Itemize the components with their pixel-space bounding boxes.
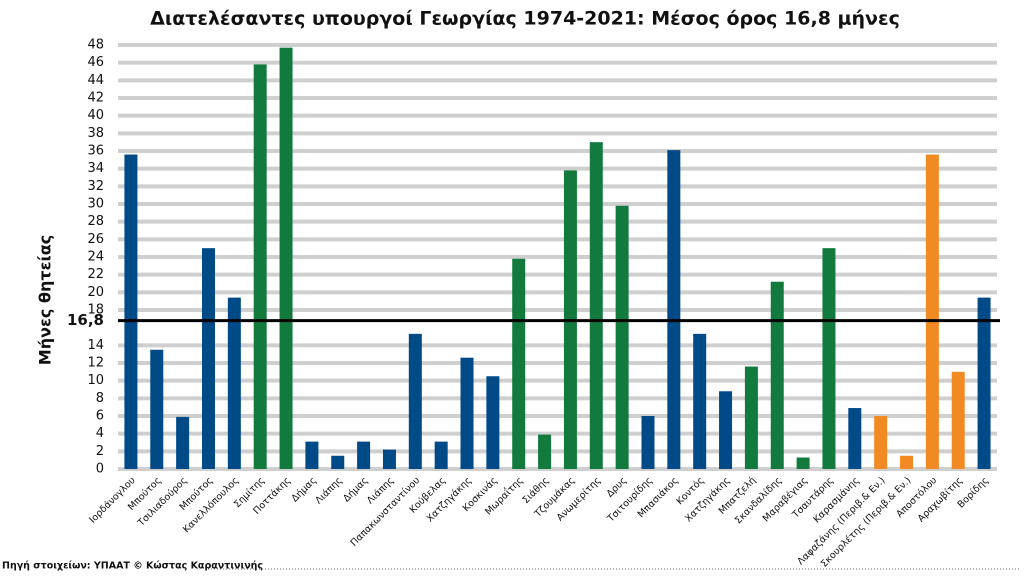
bar <box>486 376 500 469</box>
bar <box>331 455 345 469</box>
y-tick-label: 40 <box>87 108 104 123</box>
bar <box>900 455 914 469</box>
bar <box>538 434 552 469</box>
bar <box>589 142 603 469</box>
y-axis-label: Μήνες θητείας <box>36 235 55 365</box>
bar <box>925 154 939 470</box>
bar <box>253 64 267 469</box>
y-tick-label: 36 <box>87 144 104 159</box>
y-tick-label: 12 <box>87 356 104 371</box>
y-tick-label: 2 <box>96 444 104 459</box>
y-tick-label: 22 <box>87 267 104 282</box>
y-tick-label: 30 <box>87 197 104 212</box>
bar <box>822 248 836 469</box>
bar <box>615 205 629 469</box>
y-tick-label: 8 <box>96 391 104 406</box>
bar <box>176 416 190 469</box>
bar <box>124 154 138 470</box>
bar <box>305 441 319 469</box>
bar <box>201 248 215 469</box>
y-tick-label: 26 <box>87 232 104 247</box>
bar <box>227 297 241 469</box>
y-tick-label: 24 <box>87 250 104 265</box>
bar <box>512 258 526 469</box>
y-tick-label: 14 <box>87 338 104 353</box>
chart-title: Διατελέσαντες υπουργοί Γεωργίας 1974-202… <box>150 8 900 30</box>
y-tick-label: 20 <box>87 285 104 300</box>
bar <box>796 457 810 469</box>
bar <box>357 441 371 469</box>
bar <box>279 47 293 470</box>
bar <box>848 408 862 469</box>
y-tick-label: 4 <box>96 426 104 441</box>
x-tick-label: Λιάπης <box>313 475 344 506</box>
source: Πηγή στοιχείων: ΥΠΑΑΤ © Κώστας Καραντινι… <box>2 561 263 572</box>
bar <box>693 333 707 469</box>
y-tick-label: 48 <box>87 38 104 53</box>
bar <box>408 333 422 469</box>
y-tick-label: 32 <box>87 179 104 194</box>
bar <box>874 416 888 469</box>
bar <box>719 391 733 469</box>
y-tick-label: 44 <box>87 73 104 88</box>
bar <box>744 366 758 469</box>
bar <box>460 357 474 469</box>
y-tick-label: 28 <box>87 214 104 229</box>
bar <box>977 297 991 469</box>
y-tick-label: 38 <box>87 126 104 141</box>
y-tick-label: 6 <box>96 409 104 424</box>
y-tick-label: 18 <box>87 303 104 318</box>
bar <box>434 441 448 469</box>
y-tick-label: 0 <box>96 462 104 477</box>
y-tick-label: 34 <box>87 161 104 176</box>
y-tick-label: 10 <box>87 373 104 388</box>
bar <box>770 281 784 469</box>
bar <box>951 371 965 469</box>
y-tick-label: 46 <box>87 55 104 70</box>
bar <box>150 349 164 469</box>
bar <box>641 416 655 469</box>
bar <box>667 150 681 469</box>
y-tick-label: 16,8 <box>67 311 104 329</box>
bar <box>382 449 396 469</box>
y-tick-label: 42 <box>87 91 104 106</box>
